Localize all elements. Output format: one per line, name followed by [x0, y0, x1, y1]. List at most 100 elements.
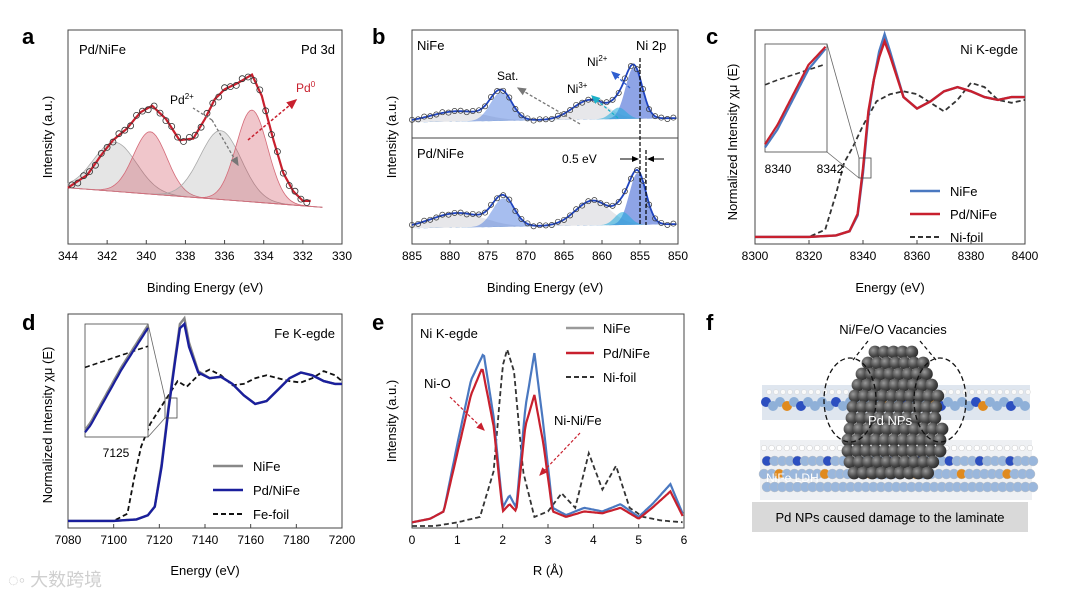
ldh-atom-bottom — [814, 445, 821, 452]
pd-atom — [905, 345, 919, 359]
data-point-b-top — [530, 117, 537, 124]
subpanel-pdnife-b — [409, 167, 678, 230]
x-axis-label-e: R (Å) — [533, 563, 563, 578]
pd-atom — [906, 444, 919, 458]
data-point-a — [180, 138, 187, 145]
pd-atom — [867, 389, 880, 403]
y-axis-label-a: Intensity (a.u.) — [40, 96, 55, 178]
c-curves-tick-label-0: 8300 — [742, 249, 769, 263]
zoom-line-d-2 — [147, 417, 166, 438]
data-point-b-top — [482, 103, 488, 110]
arrow-sat — [516, 87, 581, 125]
pd-atom — [920, 367, 933, 381]
pd-atom — [896, 444, 910, 458]
e-tick-label-2: 2 — [499, 533, 506, 547]
pd-atom — [908, 455, 921, 469]
e-tick-label-5: 5 — [635, 533, 642, 547]
data-point-b-top — [658, 114, 665, 121]
pd-atom — [850, 444, 864, 458]
pd-atom — [852, 455, 866, 469]
x-ticks-a: 344 342 340 338 336 334 332 330 — [58, 240, 352, 263]
vacancy-ellipse-left — [823, 357, 877, 443]
data-point-b-bot — [634, 167, 640, 174]
data-point-a — [68, 181, 76, 189]
data-point-a — [191, 131, 199, 139]
b-tick-label-2: 875 — [478, 249, 498, 263]
arrow-ni3 — [591, 95, 619, 119]
pd-atom — [907, 356, 921, 370]
data-point-b-top — [554, 112, 561, 119]
a-tick-label-5: 334 — [254, 249, 274, 263]
data-point-a — [156, 109, 164, 117]
inset-line-Pd/NiFe — [764, 46, 827, 145]
pd-atom — [851, 378, 865, 392]
data-point-b-bot — [512, 208, 519, 215]
pd-atom — [915, 433, 928, 447]
pd-atom — [880, 356, 893, 370]
panel-label-c: c — [706, 24, 718, 49]
h-atom-top — [969, 389, 975, 395]
data-point-b-bot — [664, 221, 671, 228]
b-tick-label-4: 865 — [554, 249, 574, 263]
data-point-b-top — [573, 101, 580, 108]
e-tick-label-6: 6 — [681, 533, 688, 547]
data-point-b-top — [475, 107, 482, 114]
data-point-b-top — [463, 109, 470, 116]
data-point-b-top — [506, 94, 513, 101]
np-label: Pd NPs — [868, 413, 913, 428]
plot-frame-b — [411, 29, 679, 245]
series-line-Fe-foil — [68, 368, 343, 522]
chart-title-c: Ni K-egde — [960, 42, 1018, 57]
data-point-b-bot — [518, 215, 525, 222]
pd-atom — [862, 455, 875, 469]
data-point-a — [144, 106, 152, 114]
pd-atom — [855, 400, 869, 414]
subpanel-nife-b — [409, 63, 678, 124]
annotation-ni2p: Ni 2p — [636, 38, 666, 53]
data-point-b-bot — [627, 175, 634, 182]
data-point-b-top — [433, 111, 440, 118]
a-tick-label-7: 330 — [332, 249, 352, 263]
pd-atom — [855, 367, 869, 381]
y-axis-label-d: Normalized Intensity χμ (E) — [40, 347, 55, 504]
data-point-b-top — [445, 109, 452, 116]
caption-box — [752, 502, 1028, 532]
ldh-atom-bottom — [1011, 445, 1018, 452]
pd-atom — [902, 466, 916, 480]
h-atom-top — [787, 389, 793, 395]
pd-atom — [919, 411, 932, 425]
pd-atom — [880, 455, 894, 469]
data-point-a — [262, 107, 270, 115]
h-atom-top — [808, 389, 814, 395]
d-curves-tick-label-3: 7140 — [192, 533, 219, 547]
data-point-b-top — [670, 114, 677, 121]
y-axis-label-b: Intensity (a.u.) — [384, 96, 399, 178]
data-point-a — [185, 133, 193, 141]
series-line-Pd/NiFe — [411, 368, 684, 524]
schematic-title: Ni/Fe/O Vacancies — [839, 322, 947, 337]
d-curves-tick-label-4: 7160 — [237, 533, 264, 547]
pd-atom — [883, 400, 897, 414]
inset-line-Ni-foil — [764, 63, 826, 86]
data-point-a — [103, 143, 111, 151]
pd-atom — [843, 455, 857, 469]
series-group-e — [411, 346, 684, 527]
a-tick-label-6: 332 — [293, 249, 313, 263]
ldh-atom-bottom — [951, 445, 958, 452]
c-curves-tick-label-4: 8380 — [958, 249, 985, 263]
data-point-b-bot — [548, 222, 555, 228]
legend-label-e-foil: Ni-foil — [603, 370, 636, 385]
ldh-atom-bottom — [1024, 468, 1036, 480]
data-point-b-top — [646, 106, 653, 113]
data-point-a — [162, 117, 170, 124]
pd-atom — [862, 422, 875, 436]
pd-atom — [933, 444, 947, 458]
pd-atom — [912, 466, 925, 480]
e-tick-label-0: 0 — [409, 533, 416, 547]
data-point-b-bot — [573, 206, 580, 213]
data-point-b-bot — [475, 211, 482, 218]
subpanel-title-nife: NiFe — [417, 38, 444, 53]
pd-atom — [877, 345, 891, 359]
x-ticks-e: 0 1 2 3 4 5 6 — [409, 524, 688, 547]
pd-atom — [922, 389, 935, 403]
